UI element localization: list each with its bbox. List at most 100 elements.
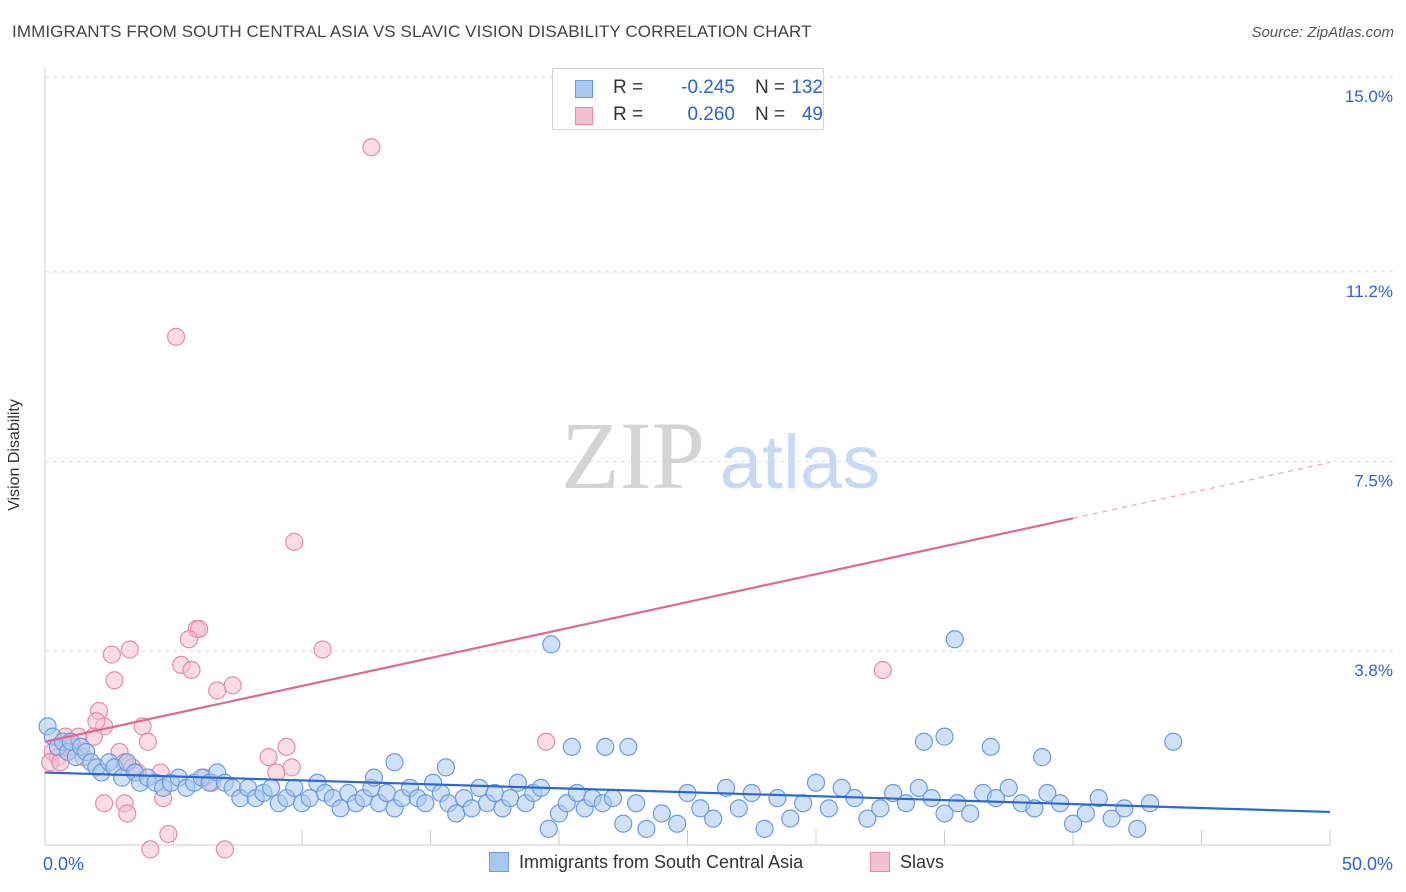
point-south-central-asia <box>1033 748 1052 767</box>
point-slavs <box>105 671 124 690</box>
axes <box>44 68 1331 846</box>
point-slavs <box>537 732 556 751</box>
point-slavs <box>282 758 301 777</box>
point-south-central-asia <box>596 737 615 756</box>
point-south-central-asia <box>716 778 736 797</box>
point-slavs <box>873 660 892 680</box>
legend-n-value: 132 <box>791 77 823 98</box>
y-tick-label: 3.8% <box>1354 661 1393 680</box>
point-south-central-asia <box>331 799 350 818</box>
point-south-central-asia <box>883 783 903 803</box>
x-tick-label: 50.0% <box>1342 854 1393 874</box>
point-south-central-asia <box>896 794 916 813</box>
legend-swatch-pink <box>870 852 890 872</box>
point-south-central-asia <box>1076 804 1095 823</box>
watermark-zip: ZIP <box>561 402 705 509</box>
point-slavs <box>223 676 242 695</box>
trend-line-pink <box>44 517 1074 743</box>
point-south-central-asia <box>768 789 787 808</box>
point-south-central-asia <box>436 758 456 777</box>
point-south-central-asia <box>858 809 877 828</box>
tick-labels: 3.8% 7.5% 11.2% 15.0% 0.0% 50.0% <box>43 87 1393 874</box>
point-south-central-asia <box>668 814 687 833</box>
trend-line-blue <box>44 771 1331 814</box>
legend-swatch-blue <box>575 80 593 98</box>
legend-swatch-pink <box>575 107 593 125</box>
point-south-central-asia <box>981 737 1000 756</box>
point-slavs <box>313 640 332 659</box>
point-slavs <box>285 532 304 551</box>
point-slavs <box>118 804 137 823</box>
trend-lines <box>44 461 1331 814</box>
point-south-central-asia <box>652 804 671 823</box>
legend-r-value: 0.260 <box>687 104 735 125</box>
point-slavs <box>159 824 178 844</box>
point-south-central-asia <box>1102 809 1121 828</box>
x-tick-label: 0.0% <box>43 854 84 874</box>
point-south-central-asia <box>909 778 928 797</box>
point-south-central-asia <box>704 809 723 828</box>
point-south-central-asia <box>377 783 396 803</box>
point-south-central-asia <box>447 804 466 823</box>
point-south-central-asia <box>945 630 964 649</box>
point-slavs <box>95 794 114 813</box>
point-south-central-asia <box>300 789 319 808</box>
point-south-central-asia <box>819 799 838 818</box>
point-south-central-asia <box>562 737 581 756</box>
point-south-central-asia <box>285 778 304 797</box>
point-south-central-asia <box>416 794 435 813</box>
legend-swatch-blue <box>489 852 509 872</box>
point-south-central-asia <box>567 783 587 803</box>
point-slavs <box>141 840 160 859</box>
point-south-central-asia <box>1025 799 1044 818</box>
point-south-central-asia <box>1164 732 1183 751</box>
point-slavs <box>182 660 201 680</box>
chart-title: IMMIGRANTS FROM SOUTH CENTRAL ASIA VS SL… <box>12 22 812 41</box>
point-south-central-asia <box>961 804 980 823</box>
point-slavs <box>362 138 381 157</box>
point-south-central-asia <box>922 789 941 808</box>
point-south-central-asia <box>262 778 281 797</box>
watermark-atlas: atlas <box>720 420 881 505</box>
point-slavs <box>102 645 121 664</box>
point-south-central-asia <box>755 819 774 838</box>
point-south-central-asia <box>729 799 749 818</box>
point-slavs <box>87 712 106 731</box>
point-south-central-asia <box>935 727 954 746</box>
watermark: ZIP atlas <box>561 402 880 509</box>
legend-r-value: -0.245 <box>681 77 735 98</box>
y-tick-label: 7.5% <box>1354 471 1393 490</box>
point-south-central-asia <box>508 773 527 792</box>
point-south-central-asia <box>781 809 800 828</box>
point-slavs <box>138 732 157 751</box>
point-south-central-asia <box>614 814 633 833</box>
bottom-legend-blue: Immigrants from South Central Asia <box>489 852 803 873</box>
point-south-central-asia <box>626 794 646 813</box>
legend-r-label: R = <box>613 104 644 125</box>
point-slavs <box>120 640 139 659</box>
point-south-central-asia <box>999 778 1018 797</box>
point-south-central-asia <box>603 789 623 808</box>
point-south-central-asia <box>806 773 826 792</box>
point-slavs <box>208 681 227 700</box>
point-south-central-asia <box>794 794 813 813</box>
y-axis-label: Vision Disability <box>6 399 23 511</box>
point-south-central-asia <box>691 799 710 818</box>
source-label: Source: ZipAtlas.com <box>1251 24 1394 41</box>
point-south-central-asia <box>619 737 638 756</box>
y-tick-label: 15.0% <box>1345 87 1393 106</box>
point-south-central-asia <box>1063 814 1083 833</box>
point-south-central-asia <box>462 799 481 818</box>
point-slavs <box>215 840 234 859</box>
point-south-central-asia <box>1115 799 1134 818</box>
point-south-central-asia <box>385 753 404 772</box>
point-slavs <box>166 327 186 346</box>
point-south-central-asia <box>1038 783 1057 803</box>
south-central-asia-points <box>38 630 1183 838</box>
point-south-central-asia <box>871 799 890 818</box>
legend-n-label: N = <box>755 104 786 125</box>
legend-r-label: R = <box>613 77 644 98</box>
point-south-central-asia <box>948 794 967 813</box>
point-south-central-asia <box>470 778 489 797</box>
